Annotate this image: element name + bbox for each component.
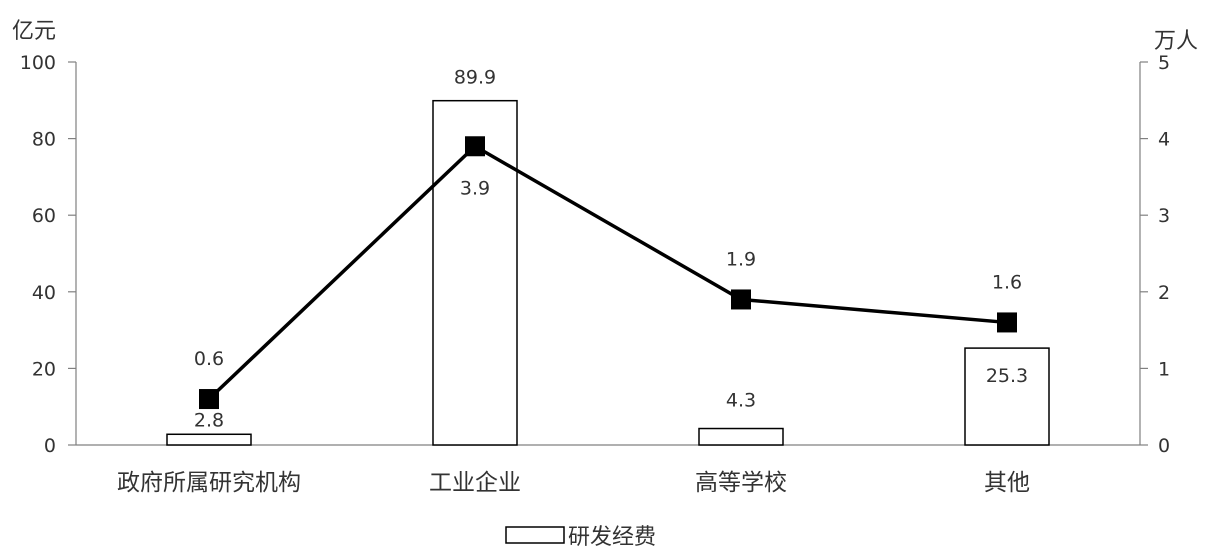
category-label: 工业企业 bbox=[429, 470, 521, 496]
right-axis-ticks: 0 1 2 3 4 5 bbox=[1140, 52, 1170, 457]
bar bbox=[166, 433, 252, 446]
bar-series: 2.8 89.9 4.3 25.3 bbox=[166, 67, 1050, 446]
right-tick-label: 0 bbox=[1158, 435, 1170, 457]
left-axis-unit: 亿元 bbox=[12, 19, 56, 44]
legend-swatch bbox=[505, 526, 565, 544]
left-tick-label: 20 bbox=[32, 358, 56, 380]
left-tick-label: 60 bbox=[32, 205, 56, 227]
bar-data-label: 4.3 bbox=[726, 390, 756, 412]
right-tick-label: 5 bbox=[1158, 52, 1170, 74]
legend: 研发经费 bbox=[505, 525, 656, 547]
left-tick-label: 80 bbox=[32, 129, 56, 151]
right-tick-label: 2 bbox=[1158, 282, 1170, 304]
axes bbox=[75, 62, 1141, 446]
right-tick-label: 4 bbox=[1158, 129, 1170, 151]
left-tick-label: 100 bbox=[20, 52, 56, 74]
legend-label: 研发经费 bbox=[568, 525, 656, 547]
category-labels: 政府所属研究机构 工业企业 高等学校 其他 bbox=[117, 470, 1030, 496]
bar bbox=[432, 99, 518, 446]
bar-data-label: 89.9 bbox=[454, 67, 496, 89]
line-data-label: 0.6 bbox=[194, 348, 224, 370]
right-tick-label: 3 bbox=[1158, 205, 1170, 227]
line-data-label: 1.6 bbox=[992, 271, 1022, 293]
bar-data-label: 2.8 bbox=[194, 409, 224, 431]
left-axis-ticks: 0 20 40 60 80 100 bbox=[20, 52, 76, 457]
line-marker bbox=[731, 289, 751, 310]
left-tick-label: 40 bbox=[32, 282, 56, 304]
line-data-label: 1.9 bbox=[726, 248, 756, 270]
line-marker bbox=[997, 312, 1017, 333]
line-path bbox=[207, 144, 1008, 401]
bar bbox=[698, 427, 784, 446]
category-label: 高等学校 bbox=[695, 470, 787, 496]
bar bbox=[964, 347, 1050, 446]
left-tick-label: 0 bbox=[44, 435, 56, 457]
right-axis-unit: 万人 bbox=[1154, 29, 1198, 54]
bar-data-label: 25.3 bbox=[986, 365, 1028, 387]
right-tick-label: 1 bbox=[1158, 358, 1170, 380]
line-series: 0.6 3.9 1.9 1.6 bbox=[194, 136, 1022, 410]
line-marker bbox=[199, 389, 219, 410]
category-label: 政府所属研究机构 bbox=[117, 470, 301, 496]
line-marker bbox=[465, 136, 485, 157]
line-data-label: 3.9 bbox=[460, 177, 490, 199]
category-label: 其他 bbox=[984, 470, 1030, 496]
